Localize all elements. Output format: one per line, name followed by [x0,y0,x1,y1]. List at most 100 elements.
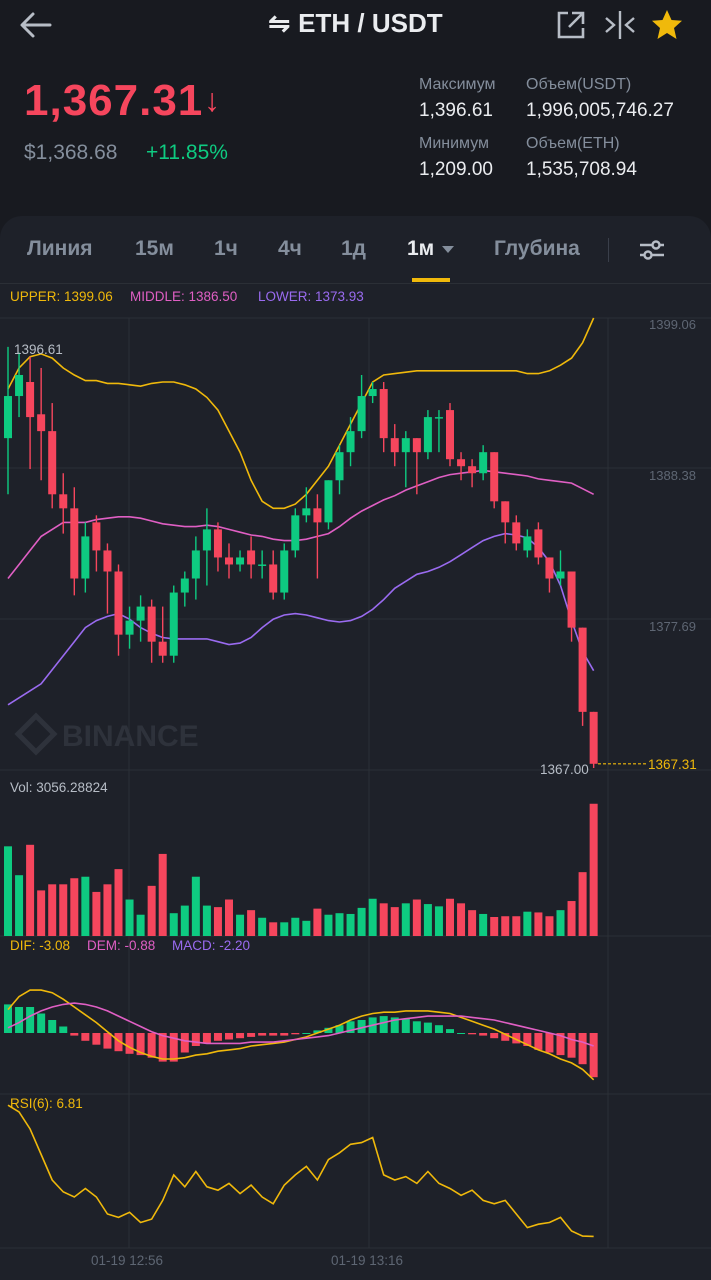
candle-body [556,571,565,579]
candle-body [346,431,355,453]
volume-bar [446,898,454,936]
macd-histogram-bar [313,1030,322,1033]
time-label-1: 01-19 12:56 [91,1253,164,1268]
tab-line[interactable]: Линия [27,237,93,260]
volume-bar [423,904,432,936]
tab-4h[interactable]: 4ч [278,237,302,260]
candle-body [545,557,554,579]
volume-bar [479,913,488,936]
volume-bar [534,912,543,936]
vol-usdt-label: Объем(USDT) [526,76,632,93]
macd-histogram-bar [202,1033,211,1044]
tab-1m[interactable]: 1м [407,237,435,260]
candle-body [501,501,510,523]
settings-sliders-icon[interactable] [638,238,666,262]
volume-bar [468,910,477,936]
candle-body [258,564,267,566]
candle-body [291,515,300,551]
candle-body [523,536,532,551]
macd-histogram-bar [512,1033,521,1044]
candle-body [589,711,598,764]
macd-dem-line [7,1002,594,1047]
volume-bar [15,875,24,936]
caret-down-icon [442,246,454,253]
candle-body [335,452,344,481]
volume-bar [81,876,90,936]
pair-label: ETH / USDT [298,8,443,38]
macd-histogram-bar [468,1033,477,1035]
macd-histogram-bar [434,1025,443,1033]
candle-body [423,417,432,453]
macd-histogram-bar [59,1026,68,1033]
last-price: 1,367.31 [24,76,204,125]
volume-bar [26,844,35,936]
candle-body [534,529,543,558]
volume-bar [247,910,256,936]
price-axis-label-3: 1377.69 [649,619,696,634]
candle-body [567,571,576,628]
volume-bar [545,916,554,936]
high-price-marker: 1396.61 [14,342,63,357]
volume-bar [313,908,322,936]
arrow-left-icon[interactable] [16,8,56,42]
macd-histogram-bar [225,1033,233,1040]
volume-bar [158,853,167,936]
macd-histogram-bar [346,1021,355,1033]
price-change: +11.85% [146,141,228,164]
macd-histogram-bar [169,1033,178,1062]
pair-title[interactable]: ⇋ ETH / USDT [0,8,711,39]
volume-bar [125,899,134,936]
volume-bar [512,916,521,936]
tab-depth[interactable]: Глубина [494,237,580,260]
macd-histogram-bar [379,1016,388,1033]
candle-body [26,382,35,418]
volume-bar [368,898,377,936]
volume-bar [578,872,587,936]
macd-histogram-bar [158,1033,167,1062]
candle-body [225,557,233,565]
macd-dem: DEM: -0.88 [87,938,156,953]
macd-histogram-bar [4,1004,12,1033]
volume-bar [213,907,222,936]
share-icon[interactable] [554,8,588,42]
compare-icon[interactable] [603,8,637,42]
macd-histogram-bar [501,1033,510,1041]
tab-15m[interactable]: 15м [135,237,174,260]
candle-body [302,508,311,516]
macd-histogram-bar [191,1033,200,1046]
candle-body [114,571,123,635]
price-axis-label-1: 1399.06 [649,317,696,332]
volume-bar [37,890,46,936]
volume-bar [236,914,245,936]
candle-body [158,641,167,656]
volume-bar [147,885,156,936]
macd-histogram-bar [302,1033,311,1034]
macd-histogram-bar [335,1025,344,1033]
macd-histogram-bar [390,1017,399,1033]
macd-histogram-bar [26,1007,35,1033]
macd-dif: DIF: -3.08 [10,938,71,953]
macd-histogram-bar [556,1033,565,1056]
candle-body [180,578,189,593]
macd-histogram-bar [280,1033,289,1036]
volume-bar [556,910,565,936]
tab-1d[interactable]: 1д [341,237,367,260]
star-icon[interactable] [650,8,684,42]
volume-bar [136,914,145,936]
macd-histogram-bar [523,1033,532,1046]
candle-body [379,389,388,439]
volume-bar [202,905,211,936]
candle-body [357,396,366,432]
candle-body [103,550,112,572]
tab-1h[interactable]: 1ч [214,237,238,260]
macd-histogram-bar [578,1033,587,1065]
macd-histogram-bar [147,1033,156,1058]
tabs-divider [0,283,711,284]
volume-bar [180,905,189,936]
volume-bar [92,891,101,936]
usd-price: $1,368.68 [24,141,118,164]
candle-body [368,389,377,397]
candle-body [412,438,421,453]
candle-body [446,410,454,460]
